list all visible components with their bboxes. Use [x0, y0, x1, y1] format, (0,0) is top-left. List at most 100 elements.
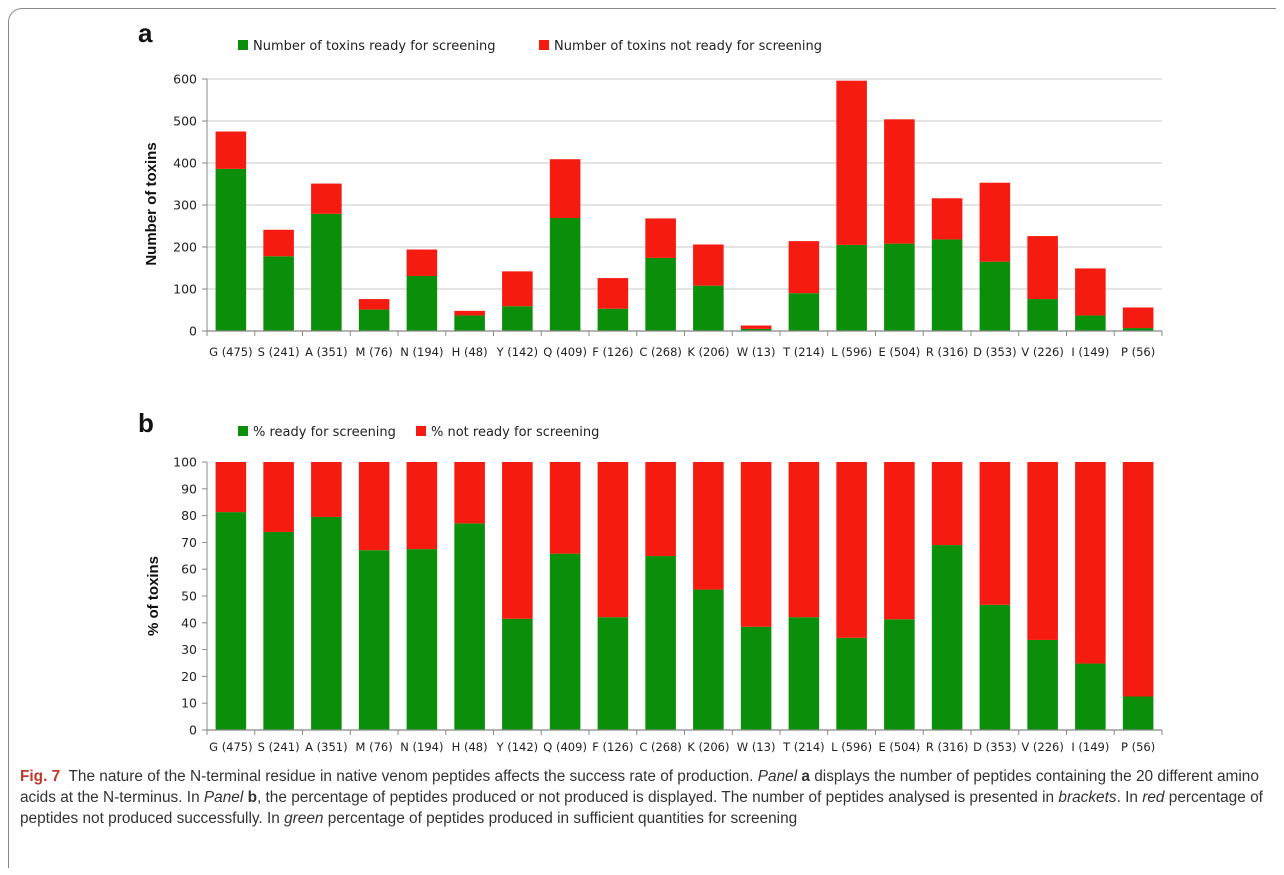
legend-b-not-ready-swatch	[416, 426, 426, 436]
bar-ready	[406, 549, 438, 730]
caption-panel-letter-2: b	[247, 789, 257, 806]
figure-caption: Fig. 7 The nature of the N-terminal resi…	[20, 766, 1270, 829]
bar-ready	[406, 275, 438, 331]
bar-ready	[931, 545, 963, 730]
bar-not-ready	[215, 462, 247, 513]
bar-not-ready	[645, 218, 676, 258]
bar-ready	[597, 308, 629, 331]
bar-not-ready	[406, 249, 438, 276]
x-category-label: F (126)	[592, 345, 633, 359]
x-category-label: N (194)	[400, 740, 443, 754]
bar-ready	[788, 617, 820, 730]
bar-not-ready	[597, 462, 629, 618]
bar-not-ready	[502, 462, 533, 619]
y-tick-label: 90	[181, 481, 197, 496]
panel-b-y-axis-title: % of toxins	[145, 556, 162, 636]
bar-ready	[1027, 639, 1058, 730]
panel-b-letter: b	[138, 408, 154, 438]
bar-not-ready	[406, 462, 438, 550]
legend-b-not-ready-label: % not ready for screening	[431, 425, 599, 440]
bar-ready	[931, 239, 963, 331]
x-category-label: M (76)	[356, 740, 393, 754]
bar-not-ready	[931, 462, 963, 546]
x-category-label: A (351)	[305, 740, 347, 754]
bar-ready	[1075, 315, 1106, 331]
caption-text-6: percentage of peptides produced in suffi…	[327, 810, 798, 827]
x-category-label: Y (142)	[496, 345, 539, 359]
bar-ready	[645, 556, 676, 730]
caption-red: red	[1142, 789, 1165, 806]
bar-not-ready	[740, 462, 772, 627]
legend-a-ready-label: Number of toxins ready for screening	[253, 39, 496, 54]
y-tick-label: 600	[173, 72, 197, 87]
bar-ready	[645, 257, 676, 331]
bar-not-ready	[454, 462, 485, 524]
bar-ready	[884, 243, 915, 331]
bar-not-ready	[263, 462, 294, 532]
figure-label: Fig. 7	[20, 768, 61, 785]
panel-a-plot: 0 100 200 300 400 500 600 G (475) S (241) A (351)…	[173, 72, 1163, 359]
x-category-label: I (149)	[1071, 345, 1109, 359]
bar-not-ready	[311, 462, 342, 517]
y-tick-label: 30	[181, 642, 197, 657]
bar-not-ready	[549, 159, 581, 219]
x-category-label: S (241)	[258, 345, 300, 359]
y-tick-label: 500	[173, 114, 197, 129]
y-tick-label: 0	[189, 723, 197, 738]
bar-ready	[358, 309, 390, 331]
x-category-label: K (206)	[687, 345, 729, 359]
x-category-label: Q (409)	[543, 345, 587, 359]
bar-ready	[979, 261, 1011, 331]
x-category-label: A (351)	[305, 345, 347, 359]
x-category-label: R (316)	[926, 345, 969, 359]
bar-ready	[263, 531, 294, 730]
x-category-label: P (56)	[1121, 740, 1155, 754]
caption-text-1: The nature of the N-terminal residue in …	[68, 768, 754, 785]
bar-not-ready	[645, 462, 676, 557]
x-category-label: D (353)	[973, 345, 1016, 359]
x-category-label: L (596)	[831, 345, 872, 359]
y-tick-label: 100	[173, 282, 197, 297]
bar-not-ready	[1122, 307, 1154, 329]
bar-not-ready	[1027, 462, 1058, 640]
legend-a-ready-swatch	[238, 40, 248, 50]
y-tick-label: 300	[173, 198, 197, 213]
x-category-label: H (48)	[452, 740, 488, 754]
y-tick-label: 50	[181, 589, 197, 604]
x-category-label: W (13)	[737, 345, 776, 359]
bar-ready	[884, 619, 915, 730]
y-tick-label: 400	[173, 156, 197, 171]
bar-ready	[263, 256, 294, 331]
caption-text-5: percentage of peptides not produced succ…	[20, 789, 1263, 827]
y-tick-label: 70	[181, 535, 197, 550]
bar-ready	[740, 626, 772, 730]
figure-chart: a Number of toxins ready for screening N…	[138, 18, 1163, 754]
y-tick-label: 40	[181, 615, 197, 630]
caption-text-4: . In	[1116, 789, 1138, 806]
legend-b-ready-label: % ready for screening	[253, 425, 396, 440]
bar-ready	[1122, 696, 1154, 730]
bar-ready	[454, 523, 485, 730]
bar-not-ready	[836, 462, 867, 638]
panel-a-letter: a	[138, 18, 153, 48]
bar-ready	[693, 589, 724, 730]
bar-ready	[502, 306, 533, 331]
y-tick-label: 10	[181, 696, 197, 711]
bar-not-ready	[740, 325, 772, 329]
bar-not-ready	[884, 119, 915, 244]
bar-ready	[1027, 299, 1058, 331]
x-category-label: W (13)	[737, 740, 776, 754]
bar-not-ready	[693, 462, 724, 590]
bar-not-ready	[502, 271, 533, 307]
caption-text-3: , the percentage of peptides produced or…	[256, 789, 1055, 806]
bar-ready	[1122, 328, 1154, 331]
x-category-label: H (48)	[452, 345, 488, 359]
x-category-label: M (76)	[356, 345, 393, 359]
y-tick-label: 20	[181, 669, 197, 684]
bar-ready	[597, 617, 629, 730]
bar-not-ready	[931, 198, 963, 240]
bar-ready	[549, 553, 581, 730]
x-category-label: L (596)	[831, 740, 872, 754]
bar-not-ready	[263, 229, 294, 257]
bar-not-ready	[549, 462, 581, 554]
